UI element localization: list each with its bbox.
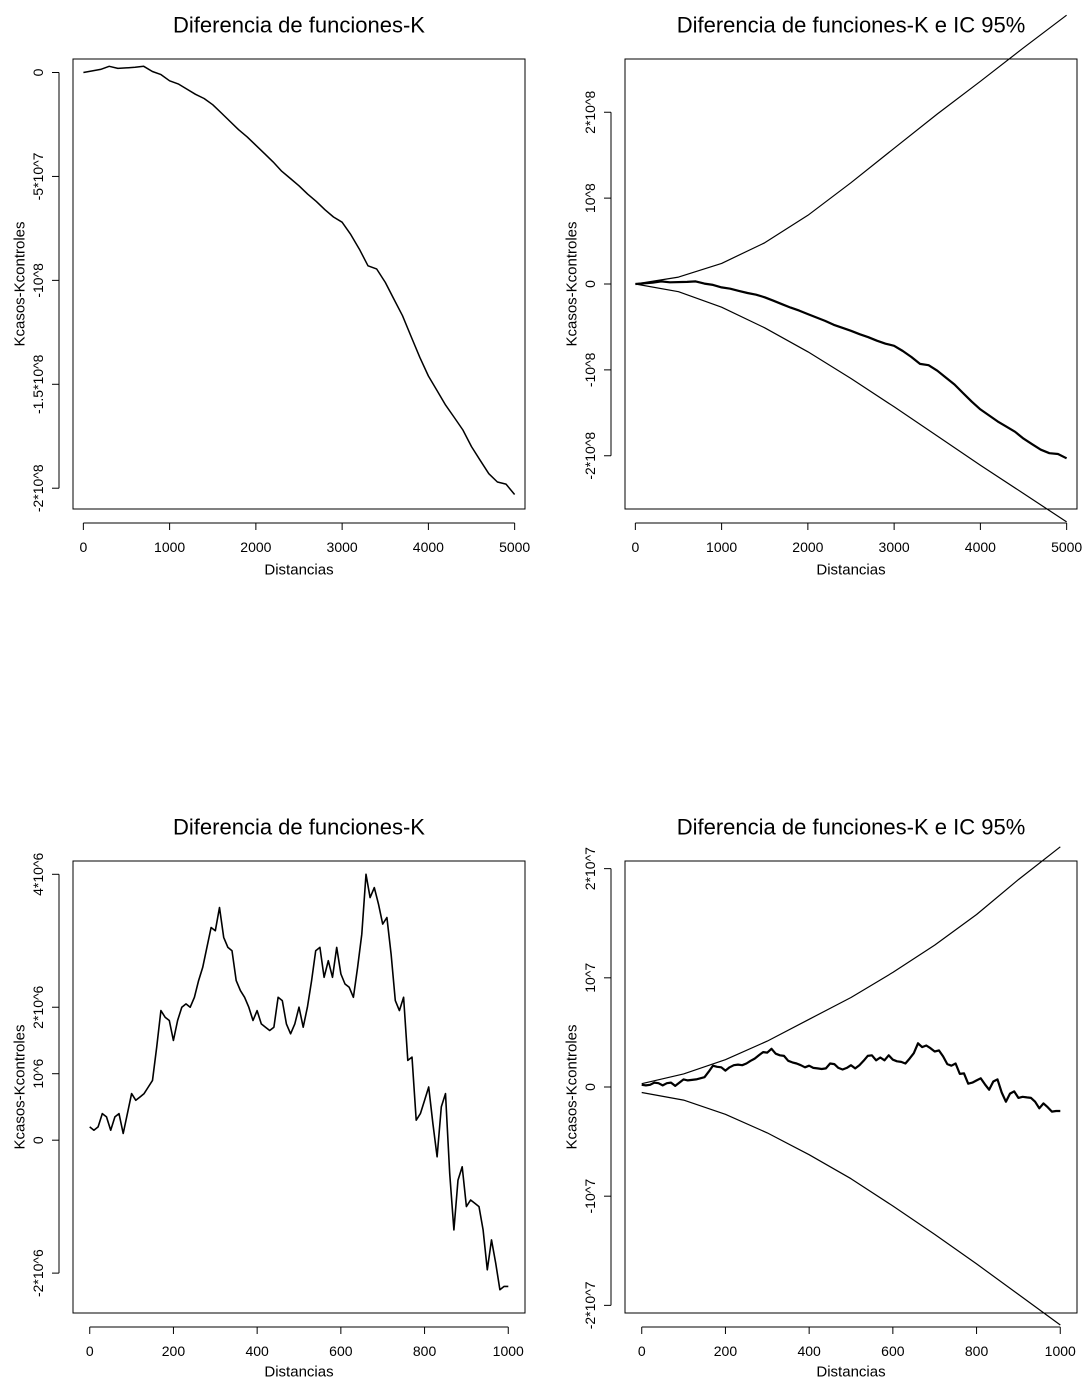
y-tick-label: -2*10^6 <box>30 1249 46 1297</box>
x-tick-label: 2000 <box>240 539 271 555</box>
y-axis-label: Kcasos-Kcontroles <box>564 221 581 346</box>
series-line-2 <box>635 280 1068 460</box>
series-line-1 <box>83 65 516 495</box>
series-line-2 <box>641 1042 1061 1113</box>
x-tick-label: 800 <box>413 1343 437 1359</box>
y-tick-label: 10^8 <box>582 183 598 213</box>
x-tick-label: 200 <box>714 1343 738 1359</box>
series-line-3 <box>635 283 1067 523</box>
series-line-1 <box>89 873 509 1291</box>
y-tick-label: 4*10^6 <box>30 853 46 896</box>
y-tick-label: 10^7 <box>582 963 598 993</box>
plot-frame <box>72 58 526 510</box>
x-tick-label: 400 <box>797 1343 821 1359</box>
y-tick-label: -2*10^8 <box>30 464 46 512</box>
x-tick-label: 4000 <box>965 539 996 555</box>
series-line-1 <box>635 14 1067 285</box>
y-tick-label: 2*10^7 <box>582 847 598 890</box>
y-tick-label: -10^7 <box>582 1179 598 1214</box>
y-tick-label: -5*10^7 <box>30 152 46 200</box>
x-axis-label: Distancias <box>264 1364 333 1381</box>
y-tick-label: 2*10^8 <box>582 90 598 133</box>
x-tick-label: 5000 <box>499 539 530 555</box>
x-axis-label: Distancias <box>264 562 333 579</box>
chart-title: Diferencia de funciones-K <box>173 815 425 840</box>
y-tick-label: -2*10^8 <box>582 432 598 480</box>
panel-3: Diferencia de funciones-K Distancias Kcaso… <box>12 815 526 1381</box>
plot-frame <box>624 860 1078 1314</box>
plot-frame <box>624 58 1078 510</box>
x-tick-label: 1000 <box>493 1343 524 1359</box>
x-tick-label: 1000 <box>154 539 185 555</box>
x-tick-label: 5000 <box>1051 539 1082 555</box>
y-tick-label: -10^8 <box>30 263 46 298</box>
series-line-3 <box>641 1091 1061 1326</box>
y-tick-label: 0 <box>582 1083 598 1091</box>
x-tick-label: 0 <box>638 1343 646 1359</box>
x-tick-label: 4000 <box>413 539 444 555</box>
chart-title: Diferencia de funciones-K e IC 95% <box>677 13 1026 38</box>
y-tick-label: 0 <box>30 1136 46 1144</box>
y-tick-label: 10^6 <box>30 1059 46 1089</box>
y-tick-label: -1.5*10^8 <box>30 354 46 414</box>
x-tick-label: 3000 <box>879 539 910 555</box>
y-axis-label: Kcasos-Kcontroles <box>12 221 29 346</box>
x-tick-label: 600 <box>881 1343 905 1359</box>
x-tick-label: 1000 <box>706 539 737 555</box>
y-axis-label: Kcasos-Kcontroles <box>564 1024 581 1149</box>
x-tick-label: 1000 <box>1045 1343 1076 1359</box>
x-axis-label: Distancias <box>816 562 885 579</box>
panel-4: Diferencia de funciones-K e IC 95% Distan… <box>564 815 1078 1381</box>
y-tick-label: 0 <box>582 280 598 288</box>
y-axis-label: Kcasos-Kcontroles <box>12 1024 29 1149</box>
series-line-1 <box>641 846 1061 1085</box>
x-tick-label: 0 <box>631 539 639 555</box>
plot-frame <box>72 860 526 1314</box>
panel-2: Diferencia de funciones-K e IC 95% Distan… <box>564 13 1083 579</box>
y-tick-label: 0 <box>30 68 46 76</box>
chart-title: Diferencia de funciones-K <box>173 13 425 38</box>
y-tick-label: 2*10^6 <box>30 985 46 1028</box>
x-tick-label: 0 <box>79 539 87 555</box>
x-tick-label: 600 <box>329 1343 353 1359</box>
panel-1: Diferencia de funciones-K Distancias Kcaso… <box>12 13 531 579</box>
y-tick-label: -10^8 <box>582 352 598 387</box>
chart-title: Diferencia de funciones-K e IC 95% <box>677 815 1026 840</box>
x-axis-label: Distancias <box>816 1364 885 1381</box>
x-tick-label: 2000 <box>792 539 823 555</box>
x-tick-label: 400 <box>245 1343 269 1359</box>
x-tick-label: 800 <box>965 1343 989 1359</box>
x-tick-label: 200 <box>162 1343 186 1359</box>
y-tick-label: -2*10^7 <box>582 1281 598 1329</box>
x-tick-label: 0 <box>86 1343 94 1359</box>
x-tick-label: 3000 <box>327 539 358 555</box>
